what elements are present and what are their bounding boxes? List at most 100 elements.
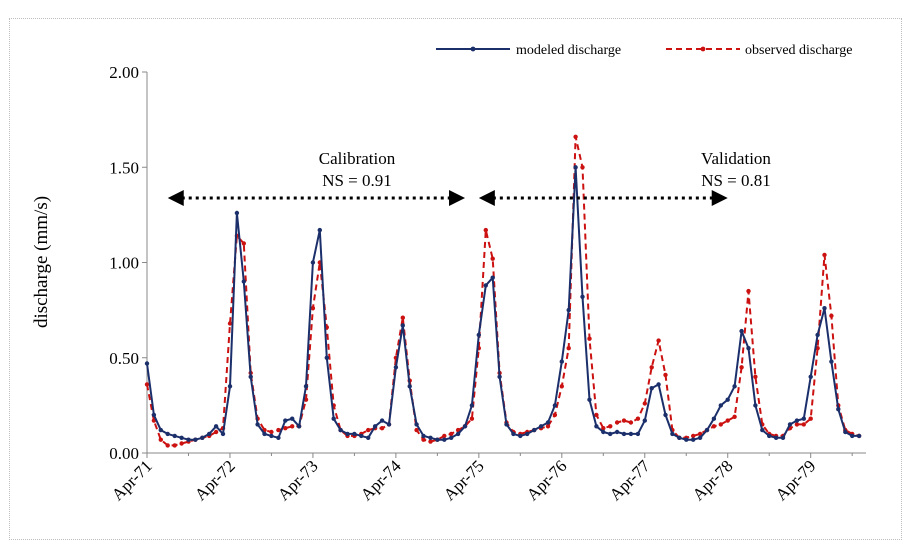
data-point (483, 283, 488, 288)
data-point (158, 437, 163, 442)
data-point (414, 427, 419, 433)
data-point (296, 424, 302, 429)
data-point (794, 422, 800, 427)
data-point (635, 416, 641, 421)
x-tick-label: Apr-71 (108, 456, 156, 504)
data-point (366, 435, 371, 440)
data-point (746, 346, 751, 351)
data-point (276, 427, 281, 433)
y-tick-label: 0.00 (109, 444, 139, 463)
legend-modeled-label: modeled discharge (516, 43, 621, 58)
calibration-ns: NS = 0.91 (322, 171, 392, 190)
data-point (200, 435, 205, 440)
data-point (566, 307, 571, 313)
data-point (628, 420, 634, 425)
annotation-layer: Calibration NS = 0.91 Validation NS = 0.… (167, 149, 771, 206)
data-point (366, 427, 371, 433)
x-tick-label: Apr-74 (357, 456, 405, 504)
data-point (587, 397, 592, 402)
data-point (269, 433, 274, 439)
data-point (462, 424, 468, 429)
data-point (379, 418, 385, 423)
data-point (767, 433, 772, 439)
data-point (656, 382, 661, 387)
data-point (262, 431, 267, 437)
legend: modeled discharge observed discharge (436, 43, 852, 58)
data-point (545, 424, 551, 429)
data-point (324, 355, 329, 360)
data-point (843, 429, 848, 435)
data-point (677, 435, 682, 440)
data-point (421, 437, 426, 442)
data-point (697, 431, 703, 437)
data-point (746, 288, 751, 294)
data-point (760, 427, 765, 433)
data-point (601, 426, 606, 431)
chart-frame (9, 18, 902, 540)
data-point (801, 422, 806, 427)
data-point (421, 433, 426, 439)
x-tick-label: Apr-75 (440, 456, 488, 504)
data-point (801, 416, 806, 421)
data-point (283, 426, 288, 431)
data-point (303, 397, 309, 402)
data-point (642, 418, 647, 423)
data-point (490, 275, 495, 280)
data-point (234, 210, 240, 216)
legend-modeled-marker (470, 46, 476, 52)
data-point (697, 435, 703, 440)
data-point (283, 418, 288, 423)
data-point (732, 384, 737, 389)
data-point (379, 426, 385, 431)
data-point (614, 420, 620, 425)
x-tick-label: Apr-72 (191, 456, 239, 504)
data-point (172, 443, 177, 448)
data-point (587, 336, 592, 341)
data-point (711, 416, 717, 421)
data-point (207, 431, 212, 437)
data-point (635, 431, 641, 437)
data-point (310, 260, 316, 265)
data-point (594, 412, 599, 418)
data-point (227, 384, 233, 389)
data-point (649, 365, 654, 370)
data-point (518, 433, 523, 439)
data-point (497, 374, 502, 379)
data-point (213, 424, 219, 429)
data-point (179, 435, 184, 440)
data-point (428, 439, 433, 444)
data-point (255, 422, 260, 427)
data-point (455, 431, 461, 437)
y-axis-label: discharge (mm/s) (31, 196, 52, 328)
data-point (614, 429, 620, 435)
y-tick-label: 1.00 (109, 254, 139, 273)
series-line (146, 166, 860, 441)
data-point (608, 424, 613, 429)
data-point (552, 403, 558, 408)
y-tick-label: 1.50 (109, 158, 139, 177)
x-tick-label: Apr-73 (274, 456, 322, 504)
data-point (483, 227, 488, 233)
data-point (241, 241, 246, 246)
data-point (400, 323, 405, 328)
data-point (511, 431, 516, 437)
data-point (684, 437, 689, 442)
data-point (829, 313, 834, 318)
data-point (711, 424, 717, 429)
data-point (213, 429, 219, 435)
data-point (532, 427, 537, 433)
data-point (573, 134, 578, 139)
data-point (442, 433, 447, 439)
data-point (372, 424, 378, 429)
data-point (276, 435, 281, 440)
data-point (808, 374, 813, 379)
data-point (559, 384, 564, 389)
data-point (601, 429, 606, 435)
x-tick-label: Apr-77 (606, 456, 654, 504)
data-point (594, 424, 599, 429)
validation-title: Validation (701, 149, 771, 168)
data-point (559, 359, 564, 364)
data-point (455, 427, 461, 433)
series-layer (144, 134, 862, 448)
